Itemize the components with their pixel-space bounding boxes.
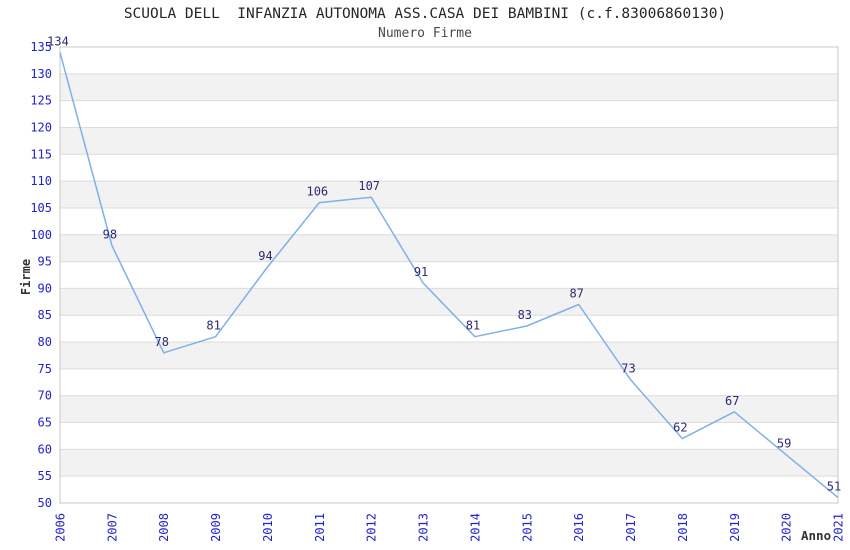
x-tick-label: 2019: [728, 513, 742, 542]
y-tick-label: 75: [38, 362, 52, 376]
data-line: [59, 52, 839, 499]
x-tick-label: 2014: [468, 513, 482, 542]
y-tick-label: 50: [38, 496, 52, 510]
y-tick-label: 60: [38, 442, 52, 456]
x-tick-label: 2017: [624, 513, 638, 542]
data-label: 67: [725, 394, 739, 408]
data-label: 98: [103, 227, 117, 241]
data-label: 73: [621, 362, 635, 376]
plot-band: [60, 288, 838, 316]
x-tick-label: 2011: [313, 513, 327, 542]
y-tick-label: 125: [30, 94, 52, 108]
x-tick-label: 2013: [417, 513, 431, 542]
data-label: 78: [155, 335, 169, 349]
data-label: 87: [569, 287, 583, 301]
data-label: 81: [466, 319, 480, 333]
data-label: 91: [414, 265, 428, 279]
y-tick-label: 135: [30, 40, 52, 54]
x-tick-label: 2008: [157, 513, 171, 542]
y-tick-label: 65: [38, 416, 52, 430]
x-tick-label: 2021: [832, 513, 846, 542]
data-label: 62: [673, 421, 687, 435]
plot-band: [60, 342, 838, 369]
y-tick-label: 130: [30, 67, 52, 81]
x-tick-label: 2020: [780, 513, 794, 542]
y-tick-label: 80: [38, 335, 52, 349]
y-tick-label: 70: [38, 389, 52, 403]
x-tick-label: 2012: [365, 513, 379, 542]
y-tick-label: 85: [38, 308, 52, 322]
chart-title: SCUOLA DELL INFANZIA AUTONOMA ASS.CASA D…: [123, 6, 727, 22]
y-tick-label: 120: [30, 120, 52, 134]
x-tick-label: 2006: [54, 513, 68, 542]
data-label: 51: [827, 480, 841, 494]
y-tick-label: 55: [38, 469, 52, 483]
data-label: 107: [358, 179, 380, 193]
plot-band: [60, 395, 838, 423]
y-tick-label: 90: [38, 281, 52, 295]
data-label: 81: [206, 319, 220, 333]
y-tick-label: 110: [30, 174, 52, 188]
plot-border: [59, 46, 839, 504]
data-label: 106: [306, 185, 328, 199]
y-tick-label: 95: [38, 255, 52, 269]
x-tick-label: 2009: [209, 513, 223, 542]
x-axis-title: Anno: [801, 528, 832, 543]
data-label: 83: [518, 308, 532, 322]
data-label: 134: [47, 34, 69, 48]
x-tick-label: 2015: [520, 513, 534, 542]
y-tick-label: 105: [30, 201, 52, 215]
plot-band: [60, 73, 838, 101]
x-tick-label: 2010: [261, 513, 275, 542]
chart-subtitle: Numero Firme: [378, 26, 472, 41]
plot-band: [60, 127, 838, 155]
y-tick-label: 115: [30, 147, 52, 161]
plot-band: [60, 449, 838, 477]
plot-band: [60, 181, 838, 208]
x-tick-label: 2016: [572, 513, 586, 542]
data-label: 94: [258, 249, 272, 263]
x-tick-label: 2007: [105, 513, 119, 542]
data-label: 59: [777, 437, 791, 451]
x-tick-label: 2018: [676, 513, 690, 542]
y-tick-label: 100: [30, 228, 52, 242]
plot-band: [60, 234, 838, 262]
